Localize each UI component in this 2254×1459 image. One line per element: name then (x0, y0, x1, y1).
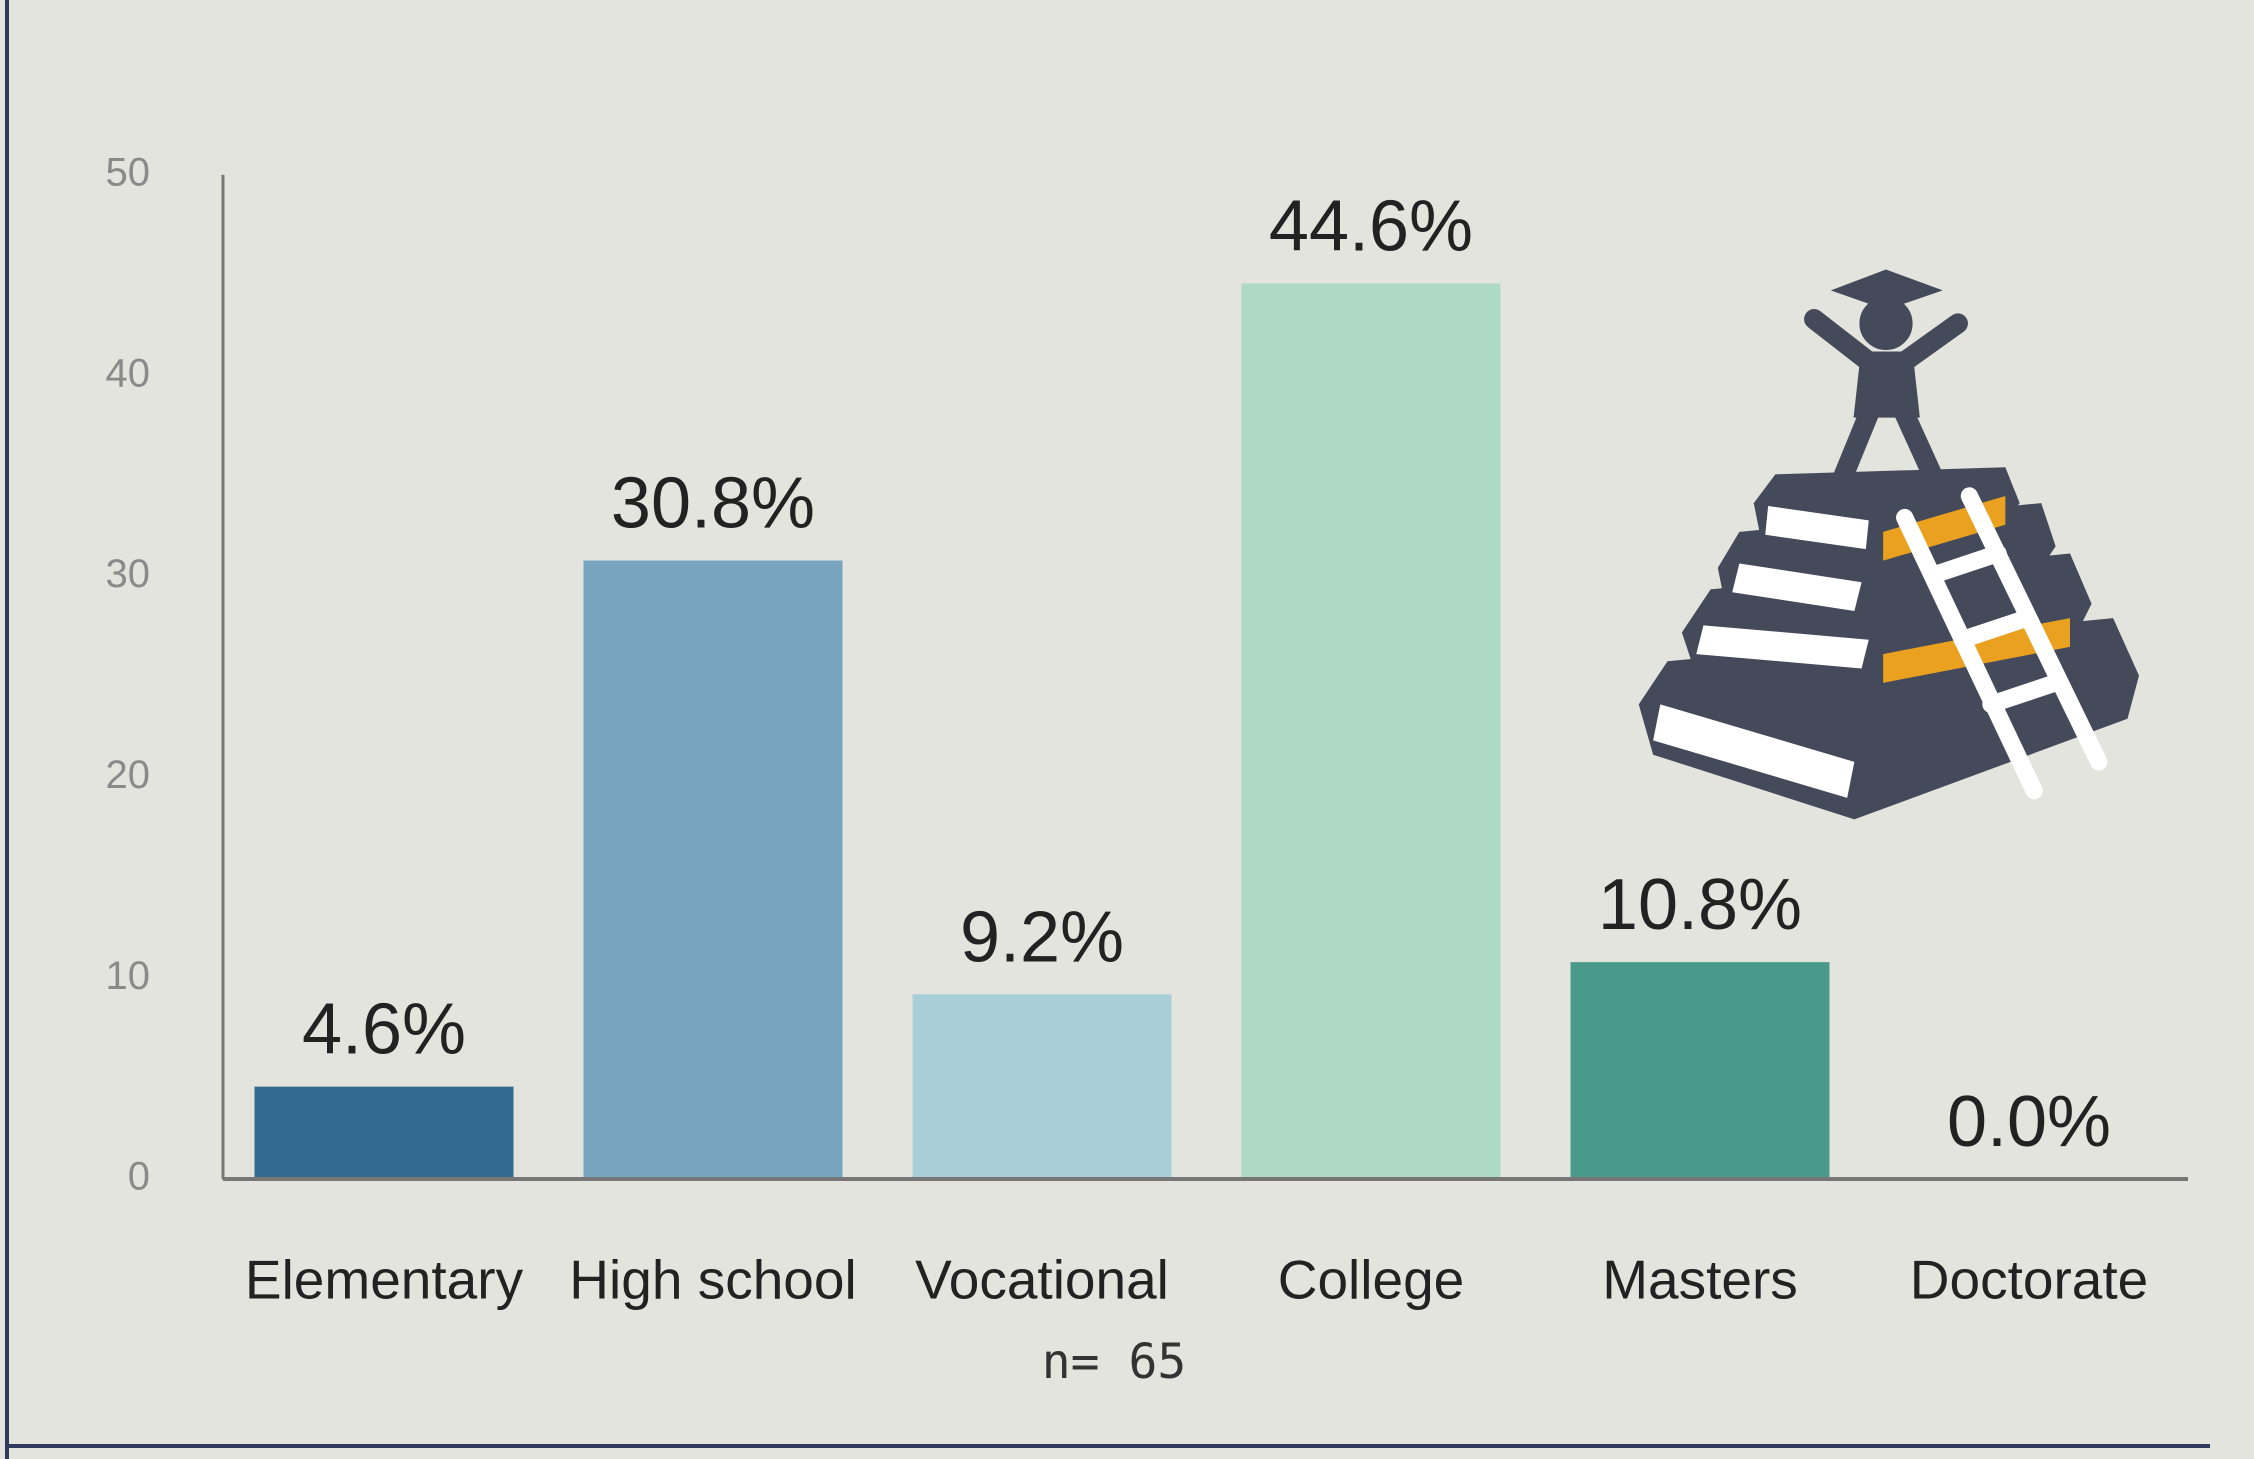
x-tick-label: Doctorate (1910, 1249, 2148, 1311)
books-icon (1638, 269, 2139, 820)
x-tick-label: High school (569, 1249, 856, 1311)
y-tick-label: 50 (106, 151, 151, 195)
bar (254, 1086, 514, 1179)
value-label: 0.0% (1947, 1082, 2111, 1162)
value-label: 30.8% (611, 464, 815, 544)
y-tick-label: 10 (106, 954, 151, 998)
y-tick-label: 30 (106, 552, 151, 596)
x-tick-label: Elementary (245, 1249, 524, 1311)
value-label: 4.6% (302, 990, 466, 1070)
x-tick-label: Vocational (915, 1249, 1169, 1311)
bar (912, 994, 1172, 1179)
bar (1570, 962, 1830, 1179)
y-tick-label: 20 (106, 753, 151, 797)
bar (583, 560, 843, 1179)
value-label: 10.8% (1598, 865, 1802, 945)
x-tick-label: Masters (1602, 1249, 1798, 1311)
y-tick-label: 0 (128, 1155, 150, 1199)
x-tick-label: College (1278, 1249, 1465, 1311)
sample-note: n= 65 (1042, 1334, 1187, 1390)
value-label: 44.6% (1269, 186, 1473, 266)
y-tick-label: 40 (106, 351, 151, 395)
bar (1241, 283, 1501, 1179)
value-label: 9.2% (960, 897, 1124, 977)
